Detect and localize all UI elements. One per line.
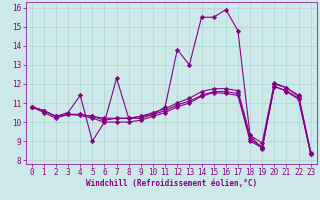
X-axis label: Windchill (Refroidissement éolien,°C): Windchill (Refroidissement éolien,°C): [86, 179, 257, 188]
